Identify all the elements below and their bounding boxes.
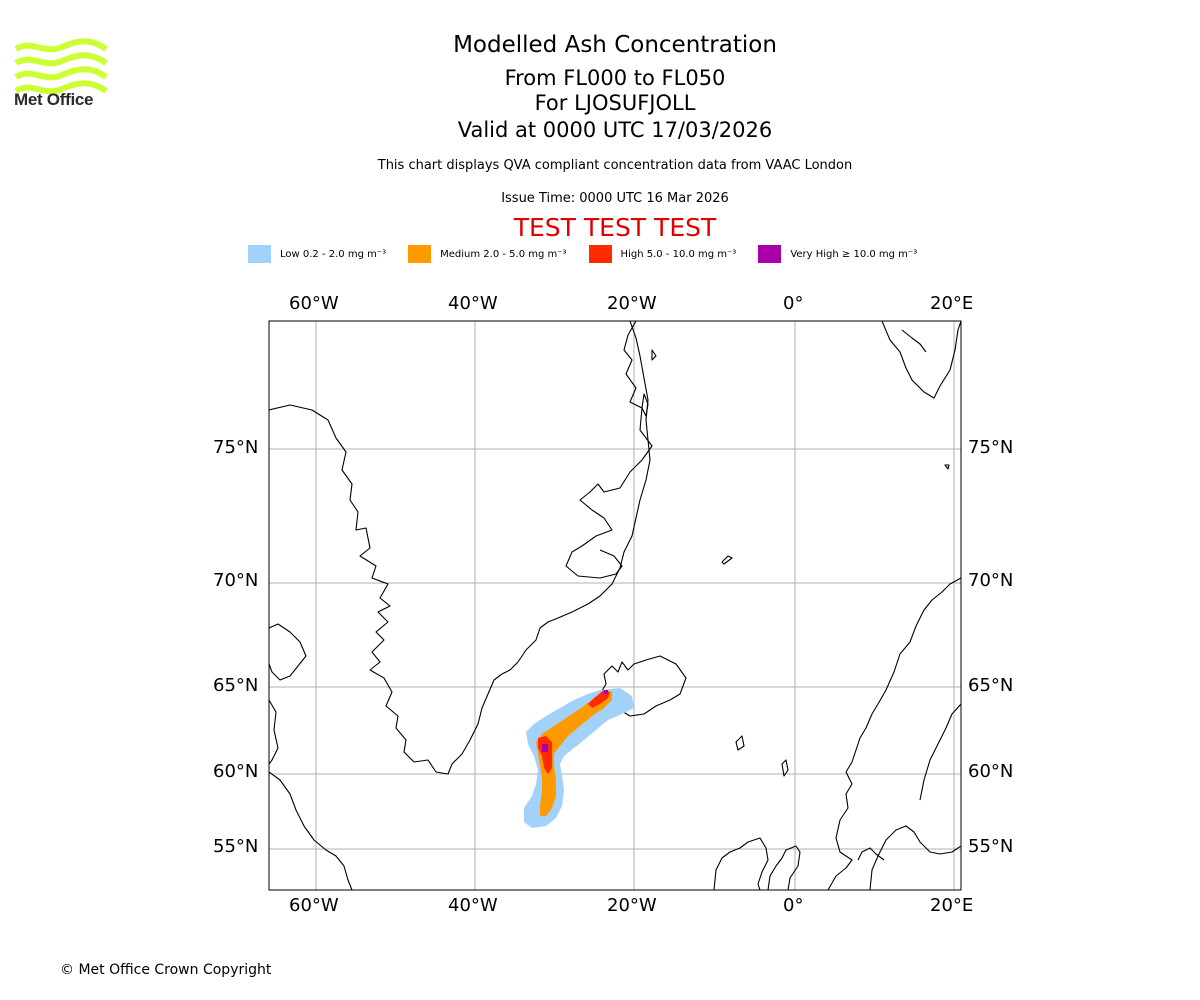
flight-level-range: From FL000 to FL050 [504, 66, 726, 90]
ash-very-high-region [542, 744, 548, 752]
lon-label-bottom-60w: 60°W [289, 895, 339, 916]
legend-swatch-high [588, 245, 612, 263]
lat-label-right-65n: 65°N [968, 675, 1014, 696]
ash-high-region-north [588, 690, 610, 708]
lon-label-bottom-0: 0° [783, 895, 804, 916]
norway-fjords [857, 847, 885, 861]
lat-label-right-70n: 70°N [968, 570, 1014, 591]
map-background [269, 321, 961, 890]
copyright-notice: © Met Office Crown Copyright [60, 962, 272, 978]
legend-swatch-low [248, 245, 271, 263]
legend-label-medium: Medium 2.0 - 5.0 mg m⁻³ [440, 248, 567, 260]
baffin-island-coastline [269, 623, 307, 681]
concentration-legend: Low 0.2 - 2.0 mg m⁻³ Medium 2.0 - 5.0 mg… [248, 244, 939, 264]
labrador-coastline [269, 771, 353, 890]
lon-label-top-20e: 20°E [930, 293, 974, 314]
legend-label-low: Low 0.2 - 2.0 mg m⁻³ [280, 248, 387, 260]
greenland-island-1 [641, 393, 649, 417]
map-gridlines [269, 321, 961, 890]
british-isles-coastline [713, 837, 769, 890]
lat-label-left-75n: 75°N [213, 437, 259, 458]
lon-label-top-60w: 60°W [289, 293, 339, 314]
svalbard-inner [901, 329, 927, 353]
lat-label-right-55n: 55°N [968, 836, 1014, 857]
ash-medium-region [536, 690, 612, 816]
greenland-coastline [269, 321, 651, 775]
legend-label-very-high: Very High ≥ 10.0 mg m⁻³ [790, 248, 918, 260]
jan-mayen [721, 555, 733, 565]
valid-time: Valid at 0000 UTC 17/03/2026 [457, 118, 773, 142]
faroe-islands [735, 735, 745, 751]
ash-plume [524, 688, 634, 828]
lon-label-top-40w: 40°W [448, 293, 498, 314]
greenland-island-2 [651, 349, 657, 361]
lat-label-left-55n: 55°N [213, 836, 259, 857]
baltic-coastline [869, 825, 961, 890]
legend-item-medium: Medium 2.0 - 5.0 mg m⁻³ [408, 245, 567, 263]
legend-swatch-very-high [758, 245, 782, 263]
chart-title: Modelled Ash Concentration [453, 32, 777, 58]
lat-label-left-60n: 60°N [213, 761, 259, 782]
issue-time: Issue Time: 0000 UTC 16 Mar 2026 [501, 191, 729, 206]
labrador-north [269, 699, 279, 765]
lat-label-left-70n: 70°N [213, 570, 259, 591]
lon-label-bottom-20w: 20°W [607, 895, 657, 916]
scandinavia-coastline [827, 577, 961, 890]
map-frame [268, 320, 962, 891]
legend-label-high: High 5.0 - 10.0 mg m⁻³ [620, 248, 737, 260]
lat-label-right-75n: 75°N [968, 437, 1014, 458]
lon-label-top-20w: 20°W [607, 293, 657, 314]
legend-swatch-medium [408, 245, 432, 263]
test-banner: TEST TEST TEST [513, 213, 717, 242]
volcano-marker [604, 690, 608, 694]
bear-island [944, 464, 950, 470]
lon-label-top-0: 0° [783, 293, 804, 314]
lon-label-bottom-20e: 20°E [930, 895, 974, 916]
gulf-of-bothnia [919, 703, 961, 801]
chart-description: This chart displays QVA compliant concen… [377, 158, 853, 173]
legend-item-low: Low 0.2 - 2.0 mg m⁻³ [248, 245, 386, 263]
lat-label-left-65n: 65°N [213, 675, 259, 696]
volcano-name: For LJOSUFJOLL [534, 91, 696, 115]
svalbard-coastline [881, 321, 961, 399]
lon-label-bottom-40w: 40°W [448, 895, 498, 916]
logo-text: Met Office [14, 90, 94, 109]
lat-label-right-60n: 60°N [968, 761, 1014, 782]
ash-high-region-south [538, 736, 552, 774]
met-office-logo-icon [14, 38, 108, 95]
shetland-islands [781, 759, 789, 777]
legend-item-very-high: Very High ≥ 10.0 mg m⁻³ [758, 245, 917, 263]
east-greenland-fjords [565, 321, 653, 579]
legend-item-high: High 5.0 - 10.0 mg m⁻³ [588, 245, 737, 263]
scotland-coastline [767, 845, 801, 890]
